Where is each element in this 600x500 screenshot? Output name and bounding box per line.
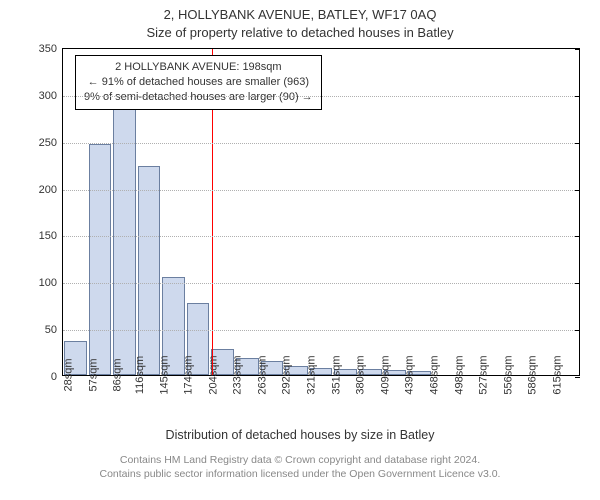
- xtick-label: 145sqm: [154, 355, 170, 394]
- x-axis-label: Distribution of detached houses by size …: [0, 428, 600, 442]
- xtick-label: 409sqm: [375, 355, 391, 394]
- plot-area: 28sqm57sqm86sqm116sqm145sqm174sqm204sqm2…: [62, 48, 580, 376]
- footer: Contains HM Land Registry data © Crown c…: [0, 454, 600, 481]
- xtick-label: 292sqm: [277, 355, 293, 394]
- xtick-label: 321sqm: [301, 355, 317, 394]
- title-address: 2, HOLLYBANK AVENUE, BATLEY, WF17 0AQ: [0, 6, 600, 24]
- xtick-label: 263sqm: [252, 355, 268, 394]
- ytick-mark: [575, 96, 580, 97]
- ytick-label: 0: [51, 371, 63, 383]
- ytick-mark: [575, 236, 580, 237]
- annotation-line1: 2 HOLLYBANK AVENUE: 198sqm: [84, 60, 313, 75]
- figure: 2, HOLLYBANK AVENUE, BATLEY, WF17 0AQ Si…: [0, 0, 600, 500]
- ytick-label: 50: [45, 324, 63, 336]
- gridline: [63, 283, 579, 284]
- annotation-line3: 9% of semi-detached houses are larger (9…: [84, 90, 313, 105]
- ytick-label: 350: [39, 43, 63, 55]
- xtick-label: 57sqm: [83, 358, 99, 391]
- bar: [138, 166, 161, 375]
- bar: [89, 144, 112, 375]
- xtick-label: 439sqm: [400, 355, 416, 394]
- ytick-label: 250: [39, 137, 63, 149]
- ytick-label: 200: [39, 184, 63, 196]
- xtick-label: 615sqm: [547, 355, 563, 394]
- xtick-label: 556sqm: [498, 355, 514, 394]
- bar-slot: 57sqm: [88, 144, 113, 375]
- xtick-label: 586sqm: [523, 355, 539, 394]
- ytick-label: 300: [39, 90, 63, 102]
- xtick-label: 174sqm: [179, 355, 195, 394]
- gridline: [63, 96, 579, 97]
- gridline: [63, 236, 579, 237]
- xtick-label: 527sqm: [474, 355, 490, 394]
- title-block: 2, HOLLYBANK AVENUE, BATLEY, WF17 0AQ Si…: [0, 0, 600, 41]
- footer-line1: Contains HM Land Registry data © Crown c…: [0, 454, 600, 468]
- ytick-mark: [575, 377, 580, 378]
- gridline: [63, 330, 579, 331]
- xtick-label: 498sqm: [449, 355, 465, 394]
- ytick-mark: [575, 190, 580, 191]
- ytick-label: 100: [39, 277, 63, 289]
- gridline: [63, 143, 579, 144]
- ytick-mark: [575, 330, 580, 331]
- xtick-label: 233sqm: [228, 355, 244, 394]
- xtick-label: 468sqm: [424, 355, 440, 394]
- gridline: [63, 190, 579, 191]
- bar-slot: 116sqm: [137, 166, 162, 375]
- ytick-label: 150: [39, 230, 63, 242]
- ytick-mark: [575, 49, 580, 50]
- footer-line2: Contains public sector information licen…: [0, 468, 600, 482]
- title-subtitle: Size of property relative to detached ho…: [0, 24, 600, 42]
- xtick-label: 380sqm: [351, 355, 367, 394]
- annotation-box: 2 HOLLYBANK AVENUE: 198sqm ← 91% of deta…: [75, 55, 322, 110]
- ytick-mark: [575, 143, 580, 144]
- xtick-label: 116sqm: [130, 356, 146, 394]
- xtick-label: 86sqm: [108, 358, 124, 391]
- xtick-label: 351sqm: [326, 355, 342, 394]
- ytick-mark: [575, 283, 580, 284]
- annotation-line2: ← 91% of detached houses are smaller (96…: [84, 75, 313, 90]
